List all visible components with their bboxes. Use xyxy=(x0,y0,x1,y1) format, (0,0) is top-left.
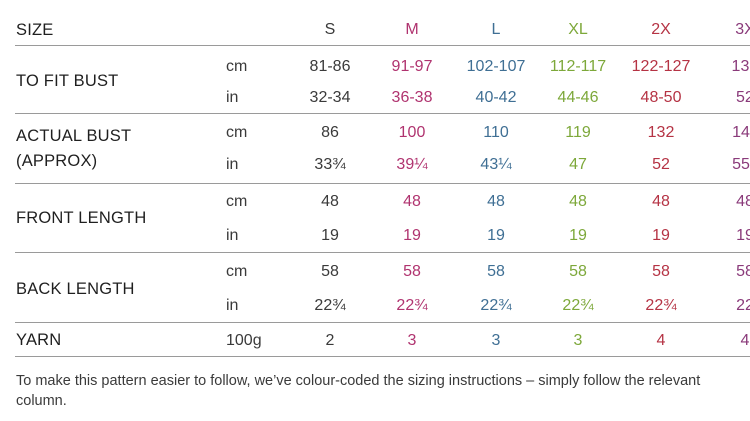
value-cell: 39¼ xyxy=(396,156,428,173)
unit-in: in xyxy=(226,227,239,244)
value-cell: 132 xyxy=(647,124,675,141)
divider xyxy=(15,252,750,253)
row-label-to-fit-bust: TO FIT BUST xyxy=(16,72,119,90)
value-cell: 81-86 xyxy=(309,58,351,75)
value-cell: 48 xyxy=(652,193,670,210)
unit-cm: cm xyxy=(226,193,248,210)
divider xyxy=(15,113,750,114)
value-cell: 3 xyxy=(573,332,583,349)
value-cell: 48 xyxy=(569,193,587,210)
size-header-3x: 3X xyxy=(735,21,750,38)
unit-in: in xyxy=(226,156,239,173)
divider xyxy=(15,45,750,46)
value-cell: 19 xyxy=(652,227,670,244)
value-cell: 22 xyxy=(736,297,750,314)
value-cell: 4 xyxy=(656,332,666,349)
size-header-m: M xyxy=(405,21,419,38)
unit-in: in xyxy=(226,89,239,106)
value-cell: 58 xyxy=(652,263,670,280)
value-cell: 48 xyxy=(736,193,750,210)
value-cell: 48 xyxy=(487,193,505,210)
row-label-actual-bust: ACTUAL BUST xyxy=(16,127,132,145)
value-cell: 48 xyxy=(321,193,339,210)
value-cell: 52 xyxy=(652,156,670,173)
divider xyxy=(15,356,750,357)
value-cell: 40-42 xyxy=(475,89,517,106)
value-cell: 22¾ xyxy=(645,297,677,314)
row-label-front-length: FRONT LENGTH xyxy=(16,209,147,227)
divider xyxy=(15,322,750,323)
value-cell: 19 xyxy=(736,227,750,244)
value-cell: 3 xyxy=(491,332,501,349)
value-cell: 4 xyxy=(740,332,750,349)
value-cell: 2 xyxy=(325,332,335,349)
value-cell: 22¾ xyxy=(562,297,594,314)
value-cell: 58 xyxy=(321,263,339,280)
unit-in: in xyxy=(226,297,239,314)
value-cell: 119 xyxy=(565,124,591,141)
value-cell: 48 xyxy=(403,193,421,210)
value-cell: 86 xyxy=(321,124,339,141)
value-cell: 110 xyxy=(483,124,509,141)
row-label-actual-bust-approx: (APPROX) xyxy=(16,152,98,170)
value-cell: 22¾ xyxy=(396,297,428,314)
unit-cm: cm xyxy=(226,263,248,280)
unit-cm: cm xyxy=(226,58,248,75)
value-cell: 58 xyxy=(487,263,505,280)
value-cell: 58 xyxy=(569,263,587,280)
value-cell: 112-117 xyxy=(549,58,607,75)
value-cell: 48-50 xyxy=(640,89,682,106)
value-cell: 19 xyxy=(321,227,339,244)
unit-100g: 100g xyxy=(226,332,262,349)
value-cell: 122-127 xyxy=(631,58,691,75)
value-cell: 33¾ xyxy=(314,156,346,173)
value-cell: 47 xyxy=(569,156,587,173)
value-cell: 132-1 xyxy=(731,58,750,75)
value-cell: 91-97 xyxy=(391,58,433,75)
value-cell: 14 xyxy=(732,124,750,141)
value-cell: 19 xyxy=(403,227,421,244)
row-label-back-length: BACK LENGTH xyxy=(16,280,135,298)
value-cell: 55 xyxy=(732,156,750,173)
value-cell: 58 xyxy=(403,263,421,280)
value-cell: 19 xyxy=(487,227,505,244)
value-cell: 22¾ xyxy=(480,297,512,314)
value-cell: 32-34 xyxy=(309,89,351,106)
value-cell: 43¼ xyxy=(480,156,512,173)
row-label-yarn: YARN xyxy=(16,331,62,349)
value-cell: 100 xyxy=(398,124,426,141)
size-header-label: SIZE xyxy=(16,21,54,39)
divider xyxy=(15,183,750,184)
size-header-s: S xyxy=(324,21,336,38)
value-cell: 58 xyxy=(736,263,750,280)
size-header-l: L xyxy=(491,21,501,38)
value-cell: 36-38 xyxy=(391,89,433,106)
unit-cm: cm xyxy=(226,124,248,141)
value-cell: 22¾ xyxy=(314,297,346,314)
footnote: To make this pattern easier to follow, w… xyxy=(16,373,701,409)
value-cell: 3 xyxy=(407,332,417,349)
value-cell: 19 xyxy=(569,227,587,244)
size-header-2x: 2X xyxy=(651,21,671,38)
value-cell: 102-107 xyxy=(466,58,526,75)
value-cell: 52-5 xyxy=(735,89,750,106)
size-header-xl: XL xyxy=(568,21,588,38)
value-cell: 44-46 xyxy=(557,89,599,106)
